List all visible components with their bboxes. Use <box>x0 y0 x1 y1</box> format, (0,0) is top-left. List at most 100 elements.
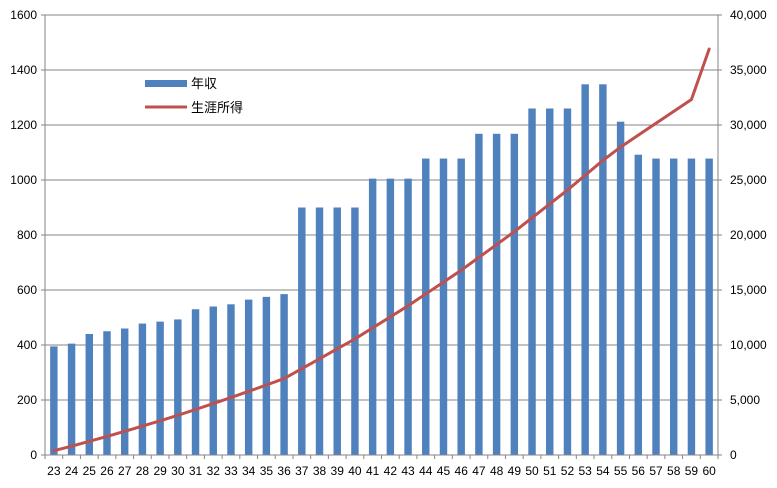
bar <box>138 323 147 455</box>
x-tick-label: 59 <box>685 464 699 478</box>
bar <box>103 331 111 455</box>
bar <box>85 334 93 455</box>
x-tick-label: 45 <box>437 464 451 478</box>
legend-label-annual-income: 年収 <box>191 77 217 92</box>
bar <box>457 158 465 456</box>
left-tick-label: 200 <box>17 393 37 407</box>
bar <box>156 321 164 455</box>
x-tick-label: 43 <box>401 464 415 478</box>
left-tick-label: 1600 <box>10 8 37 22</box>
x-tick-label: 36 <box>277 464 291 478</box>
legend-swatch-annual-income <box>145 80 187 87</box>
bar <box>581 84 589 456</box>
left-tick-label: 1400 <box>10 63 37 77</box>
bar <box>298 207 306 455</box>
left-axis-ticks: 0 200 400 600 800 1000 1200 1400 1600 <box>10 8 45 462</box>
x-tick-label: 48 <box>490 464 504 478</box>
x-tick-label: 42 <box>384 464 398 478</box>
bar <box>475 133 483 456</box>
bar <box>351 207 359 455</box>
x-tick-label: 46 <box>455 464 469 478</box>
bar <box>280 294 288 455</box>
x-tick-label: 49 <box>508 464 522 478</box>
bar <box>174 319 182 455</box>
legend: 年収 生涯所得 <box>145 77 243 116</box>
right-axis-ticks: 0 5,000 10,000 15,000 20,000 25,000 30,000 35,0… <box>718 8 767 462</box>
left-tick-label: 1200 <box>10 118 37 132</box>
left-tick-label: 400 <box>17 338 37 352</box>
x-tick-label: 31 <box>189 464 203 478</box>
x-tick-label: 52 <box>561 464 575 478</box>
bar <box>705 158 713 456</box>
bar <box>333 207 341 455</box>
right-tick-label: 30,000 <box>730 118 767 132</box>
left-tick-label: 800 <box>17 228 37 242</box>
bar <box>50 346 58 455</box>
x-tick-label: 40 <box>348 464 362 478</box>
x-tick-label: 29 <box>153 464 167 478</box>
right-tick-label: 40,000 <box>730 8 767 22</box>
x-tick-label: 60 <box>702 464 716 478</box>
right-tick-label: 10,000 <box>730 338 767 352</box>
x-tick-label: 58 <box>667 464 681 478</box>
bar <box>368 178 377 455</box>
x-tick-label: 51 <box>543 464 557 478</box>
bar <box>262 296 271 455</box>
x-tick-label: 50 <box>525 464 539 478</box>
legend-label-lifetime-income: 生涯所得 <box>191 100 243 116</box>
left-tick-label: 0 <box>30 448 37 462</box>
bar <box>439 158 448 456</box>
bar <box>422 158 430 456</box>
x-tick-label: 57 <box>649 464 663 478</box>
bar <box>209 306 217 455</box>
line-series-lifetime-income <box>52 47 711 453</box>
right-tick-label: 25,000 <box>730 173 767 187</box>
bar <box>546 108 554 455</box>
x-tick-label: 54 <box>596 464 610 478</box>
bar <box>528 108 536 455</box>
x-tick-label: 33 <box>224 464 238 478</box>
x-tick-label: 34 <box>242 464 256 478</box>
right-tick-label: 35,000 <box>730 63 767 77</box>
bar <box>599 84 607 456</box>
bar-series-annual-income <box>50 84 713 456</box>
x-tick-label: 38 <box>313 464 327 478</box>
left-tick-label: 600 <box>17 283 37 297</box>
x-tick-label: 47 <box>472 464 486 478</box>
bar <box>244 299 253 455</box>
x-tick-label: 25 <box>83 464 97 478</box>
bar <box>67 343 76 455</box>
bar <box>120 328 129 455</box>
bar <box>563 108 572 455</box>
x-tick-label: 26 <box>100 464 114 478</box>
bar <box>634 154 643 455</box>
bar <box>510 133 519 456</box>
right-tick-label: 5,000 <box>730 393 760 407</box>
right-tick-label: 0 <box>730 448 737 462</box>
bar <box>616 121 625 455</box>
bar <box>227 304 235 455</box>
x-tick-label: 23 <box>47 464 61 478</box>
line-path <box>52 47 711 453</box>
bar <box>652 158 660 456</box>
x-tick-label: 35 <box>260 464 274 478</box>
right-tick-label: 15,000 <box>730 283 767 297</box>
x-tick-label: 30 <box>171 464 185 478</box>
right-tick-label: 20,000 <box>730 228 767 242</box>
bar <box>404 178 412 455</box>
x-tick-label: 44 <box>419 464 433 478</box>
bar <box>670 158 678 456</box>
x-tick-label: 28 <box>136 464 150 478</box>
x-tick-label: 24 <box>65 464 79 478</box>
x-tick-label: 32 <box>207 464 221 478</box>
x-tick-label: 37 <box>295 464 309 478</box>
x-tick-label: 56 <box>632 464 646 478</box>
bar <box>492 133 501 456</box>
x-tick-label: 39 <box>331 464 345 478</box>
x-tick-label: 41 <box>366 464 380 478</box>
x-axis-ticks: 23 24 25 26 27 28 29 30 31 32 33 34 35 36 37 38 39 40 41 42… <box>44 455 719 478</box>
bar <box>315 207 324 455</box>
x-tick-label: 53 <box>578 464 592 478</box>
